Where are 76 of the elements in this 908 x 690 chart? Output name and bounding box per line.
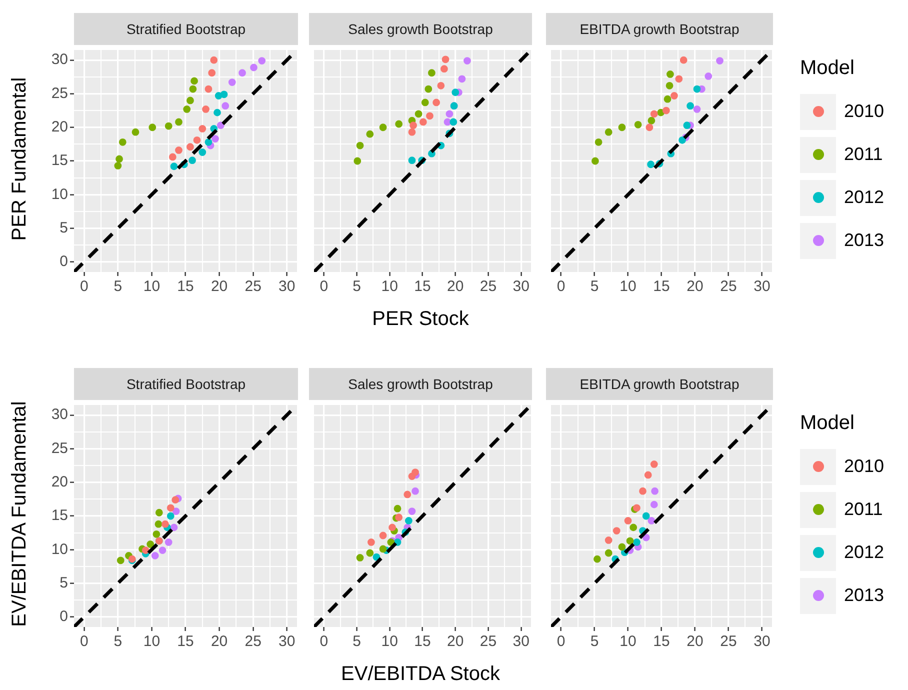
y-axis-title: PER Fundamental xyxy=(8,76,32,240)
y-tick-label: 25 xyxy=(51,440,68,457)
y-tick-label: 20 xyxy=(51,474,68,491)
x-tick-label: 15 xyxy=(414,278,431,296)
y-tick-label: 10 xyxy=(51,186,68,203)
y-tick-label: 25 xyxy=(51,84,68,102)
x-tick-label: 20 xyxy=(447,633,464,650)
x-tick-label: 20 xyxy=(210,633,228,650)
chart-title: Stratified Bootstrap xyxy=(74,13,298,45)
legend-title: Model xyxy=(800,412,856,435)
legend-label: 2010 xyxy=(844,456,884,477)
x-tick-label: 30 xyxy=(512,633,530,650)
x-tick-label: 10 xyxy=(620,633,636,650)
chart-title: EBITDA growth Bootstrap xyxy=(546,368,773,400)
x-tick-label: 20 xyxy=(686,278,704,296)
legend-label: 2012 xyxy=(844,542,884,563)
x-tick-label: 10 xyxy=(620,278,636,296)
x-tick-label: 10 xyxy=(381,278,398,296)
x-tick-label: 0 xyxy=(80,633,88,650)
x-tick-label: 5 xyxy=(352,633,361,650)
x-tick-label: 20 xyxy=(686,633,704,650)
legend-label: 2011 xyxy=(844,499,883,520)
chart-title: Sales growth Bootstrap xyxy=(309,368,532,400)
chart-title: Stratified Bootstrap xyxy=(74,368,298,400)
x-tick-label: 15 xyxy=(177,278,194,296)
x-tick-label: 15 xyxy=(653,278,670,296)
x-tick-label: 20 xyxy=(210,278,228,296)
y-axis-title: EV/EBITDA Fundamental xyxy=(8,400,32,626)
x-tick-label: 15 xyxy=(177,633,194,650)
x-tick-label: 20 xyxy=(447,278,464,296)
y-tick-label: 0 xyxy=(60,608,68,626)
y-tick-label: 20 xyxy=(51,118,68,136)
legend-label: 2012 xyxy=(844,187,884,208)
y-tick-label: 5 xyxy=(60,574,68,592)
y-tick-label: 0 xyxy=(60,253,68,270)
x-tick-label: 15 xyxy=(653,633,670,650)
x-tick-label: 30 xyxy=(512,278,530,296)
x-tick-label: 25 xyxy=(244,278,262,296)
x-tick-label: 30 xyxy=(278,278,296,296)
x-tick-label: 10 xyxy=(143,633,160,650)
x-tick-label: 5 xyxy=(352,278,361,296)
x-tick-label: 0 xyxy=(556,633,566,650)
chart-title: Sales growth Bootstrap xyxy=(309,13,532,45)
legend-label: 2010 xyxy=(844,101,884,122)
x-axis-title: PER Stock xyxy=(372,308,469,331)
legend-label: 2013 xyxy=(844,585,884,606)
x-tick-label: 10 xyxy=(381,633,398,650)
chart-title: EBITDA growth Bootstrap xyxy=(546,13,773,45)
x-tick-label: 5 xyxy=(590,633,599,650)
x-tick-label: 25 xyxy=(244,633,262,650)
x-tick-label: 25 xyxy=(480,278,497,296)
x-tick-label: 5 xyxy=(590,278,599,296)
legend-title: Model xyxy=(800,57,856,80)
y-tick-label: 30 xyxy=(51,51,68,68)
x-tick-label: 15 xyxy=(414,633,431,650)
y-tick-label: 30 xyxy=(51,406,68,424)
x-tick-label: 25 xyxy=(720,633,737,650)
x-tick-label: 0 xyxy=(320,633,328,650)
legend-label: 2013 xyxy=(844,230,884,251)
x-axis-title: EV/EBITDA Stock xyxy=(341,663,500,686)
x-tick-label: 0 xyxy=(320,278,328,296)
y-tick-label: 10 xyxy=(51,540,68,558)
x-tick-label: 25 xyxy=(480,633,497,650)
x-tick-label: 10 xyxy=(143,278,160,296)
x-tick-label: 30 xyxy=(278,633,296,650)
x-tick-label: 30 xyxy=(754,278,770,296)
y-tick-label: 15 xyxy=(51,507,68,524)
y-tick-label: 5 xyxy=(60,219,68,236)
legend-label: 2011 xyxy=(844,144,883,165)
x-tick-label: 0 xyxy=(556,278,566,296)
x-tick-label: 30 xyxy=(754,633,770,650)
y-tick-label: 15 xyxy=(51,152,68,170)
x-tick-label: 5 xyxy=(114,633,122,650)
x-tick-label: 25 xyxy=(720,278,737,296)
x-tick-label: 0 xyxy=(80,278,88,296)
x-tick-label: 5 xyxy=(114,278,122,296)
